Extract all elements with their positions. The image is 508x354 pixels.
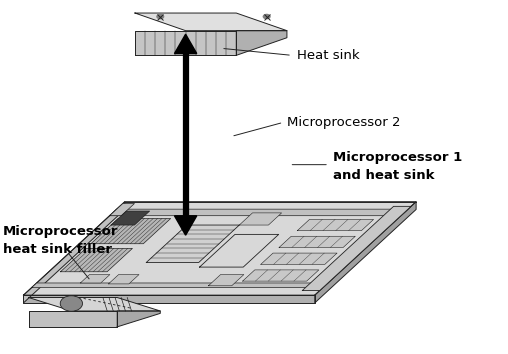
Polygon shape (60, 249, 133, 272)
Polygon shape (146, 225, 239, 262)
Polygon shape (302, 206, 411, 290)
Polygon shape (174, 34, 197, 53)
Polygon shape (261, 253, 337, 264)
Text: Heat sink: Heat sink (297, 49, 360, 62)
Polygon shape (28, 311, 117, 327)
Text: heat sink filler: heat sink filler (3, 243, 112, 256)
Polygon shape (23, 202, 125, 303)
Text: Microprocessor 2: Microprocessor 2 (287, 116, 400, 129)
Polygon shape (208, 275, 244, 286)
Polygon shape (117, 311, 161, 327)
Polygon shape (31, 283, 328, 288)
Polygon shape (80, 275, 110, 283)
Circle shape (263, 14, 271, 19)
Circle shape (156, 14, 164, 19)
Polygon shape (135, 31, 236, 55)
Polygon shape (23, 295, 315, 303)
Polygon shape (91, 218, 171, 244)
Polygon shape (315, 202, 416, 303)
Polygon shape (200, 234, 279, 267)
Polygon shape (109, 275, 139, 284)
Polygon shape (135, 13, 287, 31)
Polygon shape (110, 209, 408, 216)
Text: and heat sink: and heat sink (333, 169, 434, 182)
Text: Microprocessor 1: Microprocessor 1 (333, 151, 462, 164)
Polygon shape (28, 297, 161, 311)
Polygon shape (297, 219, 373, 231)
Text: Microprocessor: Microprocessor (3, 225, 119, 238)
Polygon shape (236, 31, 287, 55)
Polygon shape (110, 204, 135, 216)
Polygon shape (243, 270, 319, 281)
Polygon shape (279, 236, 355, 247)
Polygon shape (23, 202, 416, 295)
Polygon shape (111, 211, 150, 225)
Polygon shape (239, 213, 281, 225)
Circle shape (60, 296, 82, 311)
Polygon shape (174, 216, 197, 235)
